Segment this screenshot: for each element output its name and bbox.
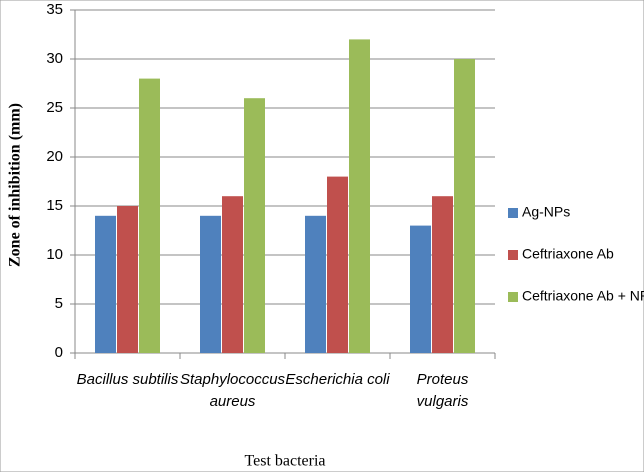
y-tick-label: 5 [55,295,63,312]
x-tick-label: Proteus vulgaris [416,371,469,410]
y-tick-label: 15 [46,197,63,214]
legend-swatch [508,208,518,218]
x-tick-label-box: Bacillus subtilis [76,371,179,388]
legend-swatch [508,250,518,260]
y-tick-label: 20 [46,148,63,165]
x-axis-title: Test bacteria [244,453,325,470]
y-tick-label: 0 [55,344,63,361]
bar [117,206,138,353]
bar [432,196,453,353]
bar [410,225,431,353]
x-tick-label-box: Proteus vulgaris [416,371,469,410]
x-tick-label: Staphylococcus aureus [180,371,285,410]
bar [454,59,475,353]
legend-label: Ag-NPs [522,204,570,220]
legend-label: Ceftriaxone Ab [522,246,614,262]
legend-swatch [508,292,518,302]
x-tick-label: Escherichia coli [285,371,390,388]
bar [327,176,348,353]
bar [139,78,160,353]
x-tick-label: Bacillus subtilis [76,371,179,388]
bar [222,196,243,353]
x-tick-label-box: Staphylococcus aureus [180,371,285,410]
y-tick-label: 35 [46,1,63,18]
x-tick-label-box: Escherichia coli [285,371,390,388]
y-tick-label: 25 [46,99,63,116]
bar [244,98,265,353]
bar [200,215,221,353]
legend-label: Ceftriaxone Ab + NPs [522,288,644,304]
y-axis-title: Zone of inhibition (mm) [7,103,24,267]
y-tick-label: 10 [46,246,63,263]
bar [349,39,370,354]
bar [305,215,326,353]
bar [95,215,116,353]
y-tick-label: 30 [46,50,63,67]
